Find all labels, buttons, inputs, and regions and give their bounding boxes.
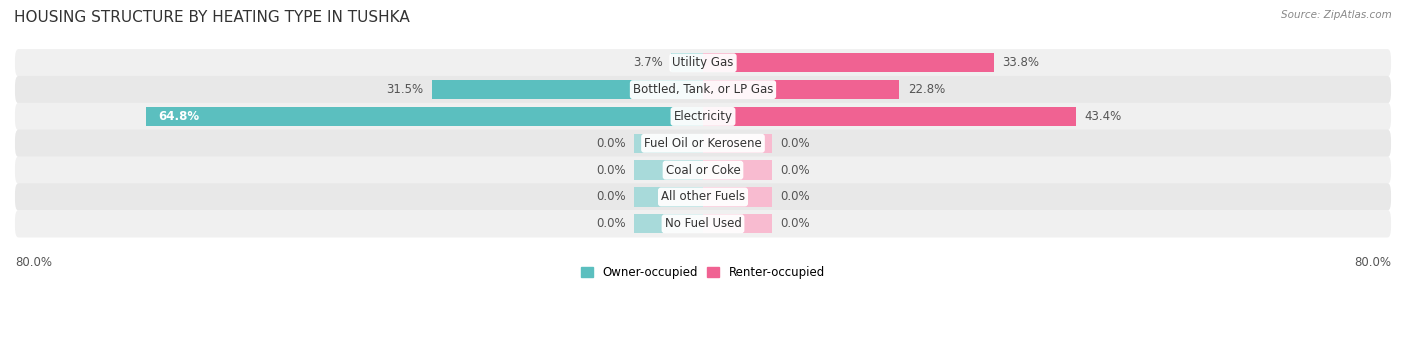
Bar	[703, 53, 994, 72]
Text: 0.0%: 0.0%	[780, 164, 810, 176]
Text: Coal or Coke: Coal or Coke	[665, 164, 741, 176]
Bar	[671, 53, 703, 72]
Text: 43.4%: 43.4%	[1085, 110, 1122, 123]
Text: Source: ZipAtlas.com: Source: ZipAtlas.com	[1281, 10, 1392, 20]
FancyBboxPatch shape	[15, 183, 1391, 211]
Legend: Owner-occupied, Renter-occupied: Owner-occupied, Renter-occupied	[576, 261, 830, 284]
Text: 0.0%: 0.0%	[596, 137, 626, 150]
Bar	[703, 80, 898, 99]
Text: Electricity: Electricity	[673, 110, 733, 123]
Bar	[634, 134, 703, 153]
Text: 0.0%: 0.0%	[596, 217, 626, 230]
Bar	[703, 107, 1076, 126]
Text: Utility Gas: Utility Gas	[672, 56, 734, 69]
Text: 31.5%: 31.5%	[387, 83, 423, 96]
FancyBboxPatch shape	[15, 130, 1391, 157]
Bar	[703, 187, 772, 207]
Bar	[146, 107, 703, 126]
Bar	[634, 187, 703, 207]
Text: 3.7%: 3.7%	[633, 56, 662, 69]
Text: 33.8%: 33.8%	[1002, 56, 1039, 69]
Text: No Fuel Used: No Fuel Used	[665, 217, 741, 230]
Text: All other Fuels: All other Fuels	[661, 190, 745, 203]
Bar	[634, 214, 703, 234]
Text: Fuel Oil or Kerosene: Fuel Oil or Kerosene	[644, 137, 762, 150]
Text: 0.0%: 0.0%	[780, 137, 810, 150]
Bar	[432, 80, 703, 99]
Text: 80.0%: 80.0%	[15, 256, 52, 269]
Text: 0.0%: 0.0%	[780, 217, 810, 230]
FancyBboxPatch shape	[15, 156, 1391, 184]
FancyBboxPatch shape	[15, 76, 1391, 103]
Text: 0.0%: 0.0%	[780, 190, 810, 203]
Text: 64.8%: 64.8%	[159, 110, 200, 123]
Bar	[703, 214, 772, 234]
Text: 80.0%: 80.0%	[1354, 256, 1391, 269]
Bar	[703, 134, 772, 153]
Text: 22.8%: 22.8%	[908, 83, 945, 96]
FancyBboxPatch shape	[15, 210, 1391, 237]
FancyBboxPatch shape	[15, 49, 1391, 76]
Text: Bottled, Tank, or LP Gas: Bottled, Tank, or LP Gas	[633, 83, 773, 96]
Text: HOUSING STRUCTURE BY HEATING TYPE IN TUSHKA: HOUSING STRUCTURE BY HEATING TYPE IN TUS…	[14, 10, 409, 25]
Text: 0.0%: 0.0%	[596, 190, 626, 203]
FancyBboxPatch shape	[15, 103, 1391, 130]
Bar	[703, 160, 772, 180]
Text: 0.0%: 0.0%	[596, 164, 626, 176]
Bar	[634, 160, 703, 180]
